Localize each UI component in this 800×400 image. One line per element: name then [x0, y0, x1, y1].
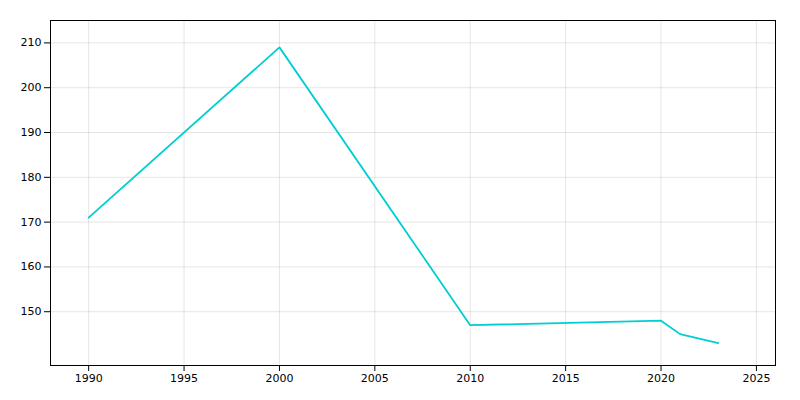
svg-text:180: 180 — [21, 171, 42, 184]
svg-text:1995: 1995 — [170, 372, 198, 385]
svg-text:170: 170 — [21, 216, 42, 229]
svg-text:200: 200 — [21, 81, 42, 94]
svg-text:190: 190 — [21, 126, 42, 139]
svg-text:2000: 2000 — [265, 372, 293, 385]
svg-text:210: 210 — [21, 36, 42, 49]
svg-text:150: 150 — [21, 305, 42, 318]
svg-text:2025: 2025 — [742, 372, 770, 385]
svg-text:2010: 2010 — [456, 372, 484, 385]
svg-text:2015: 2015 — [552, 372, 580, 385]
svg-text:2020: 2020 — [647, 372, 675, 385]
svg-text:1990: 1990 — [75, 372, 103, 385]
svg-text:2005: 2005 — [361, 372, 389, 385]
svg-text:160: 160 — [21, 260, 42, 273]
